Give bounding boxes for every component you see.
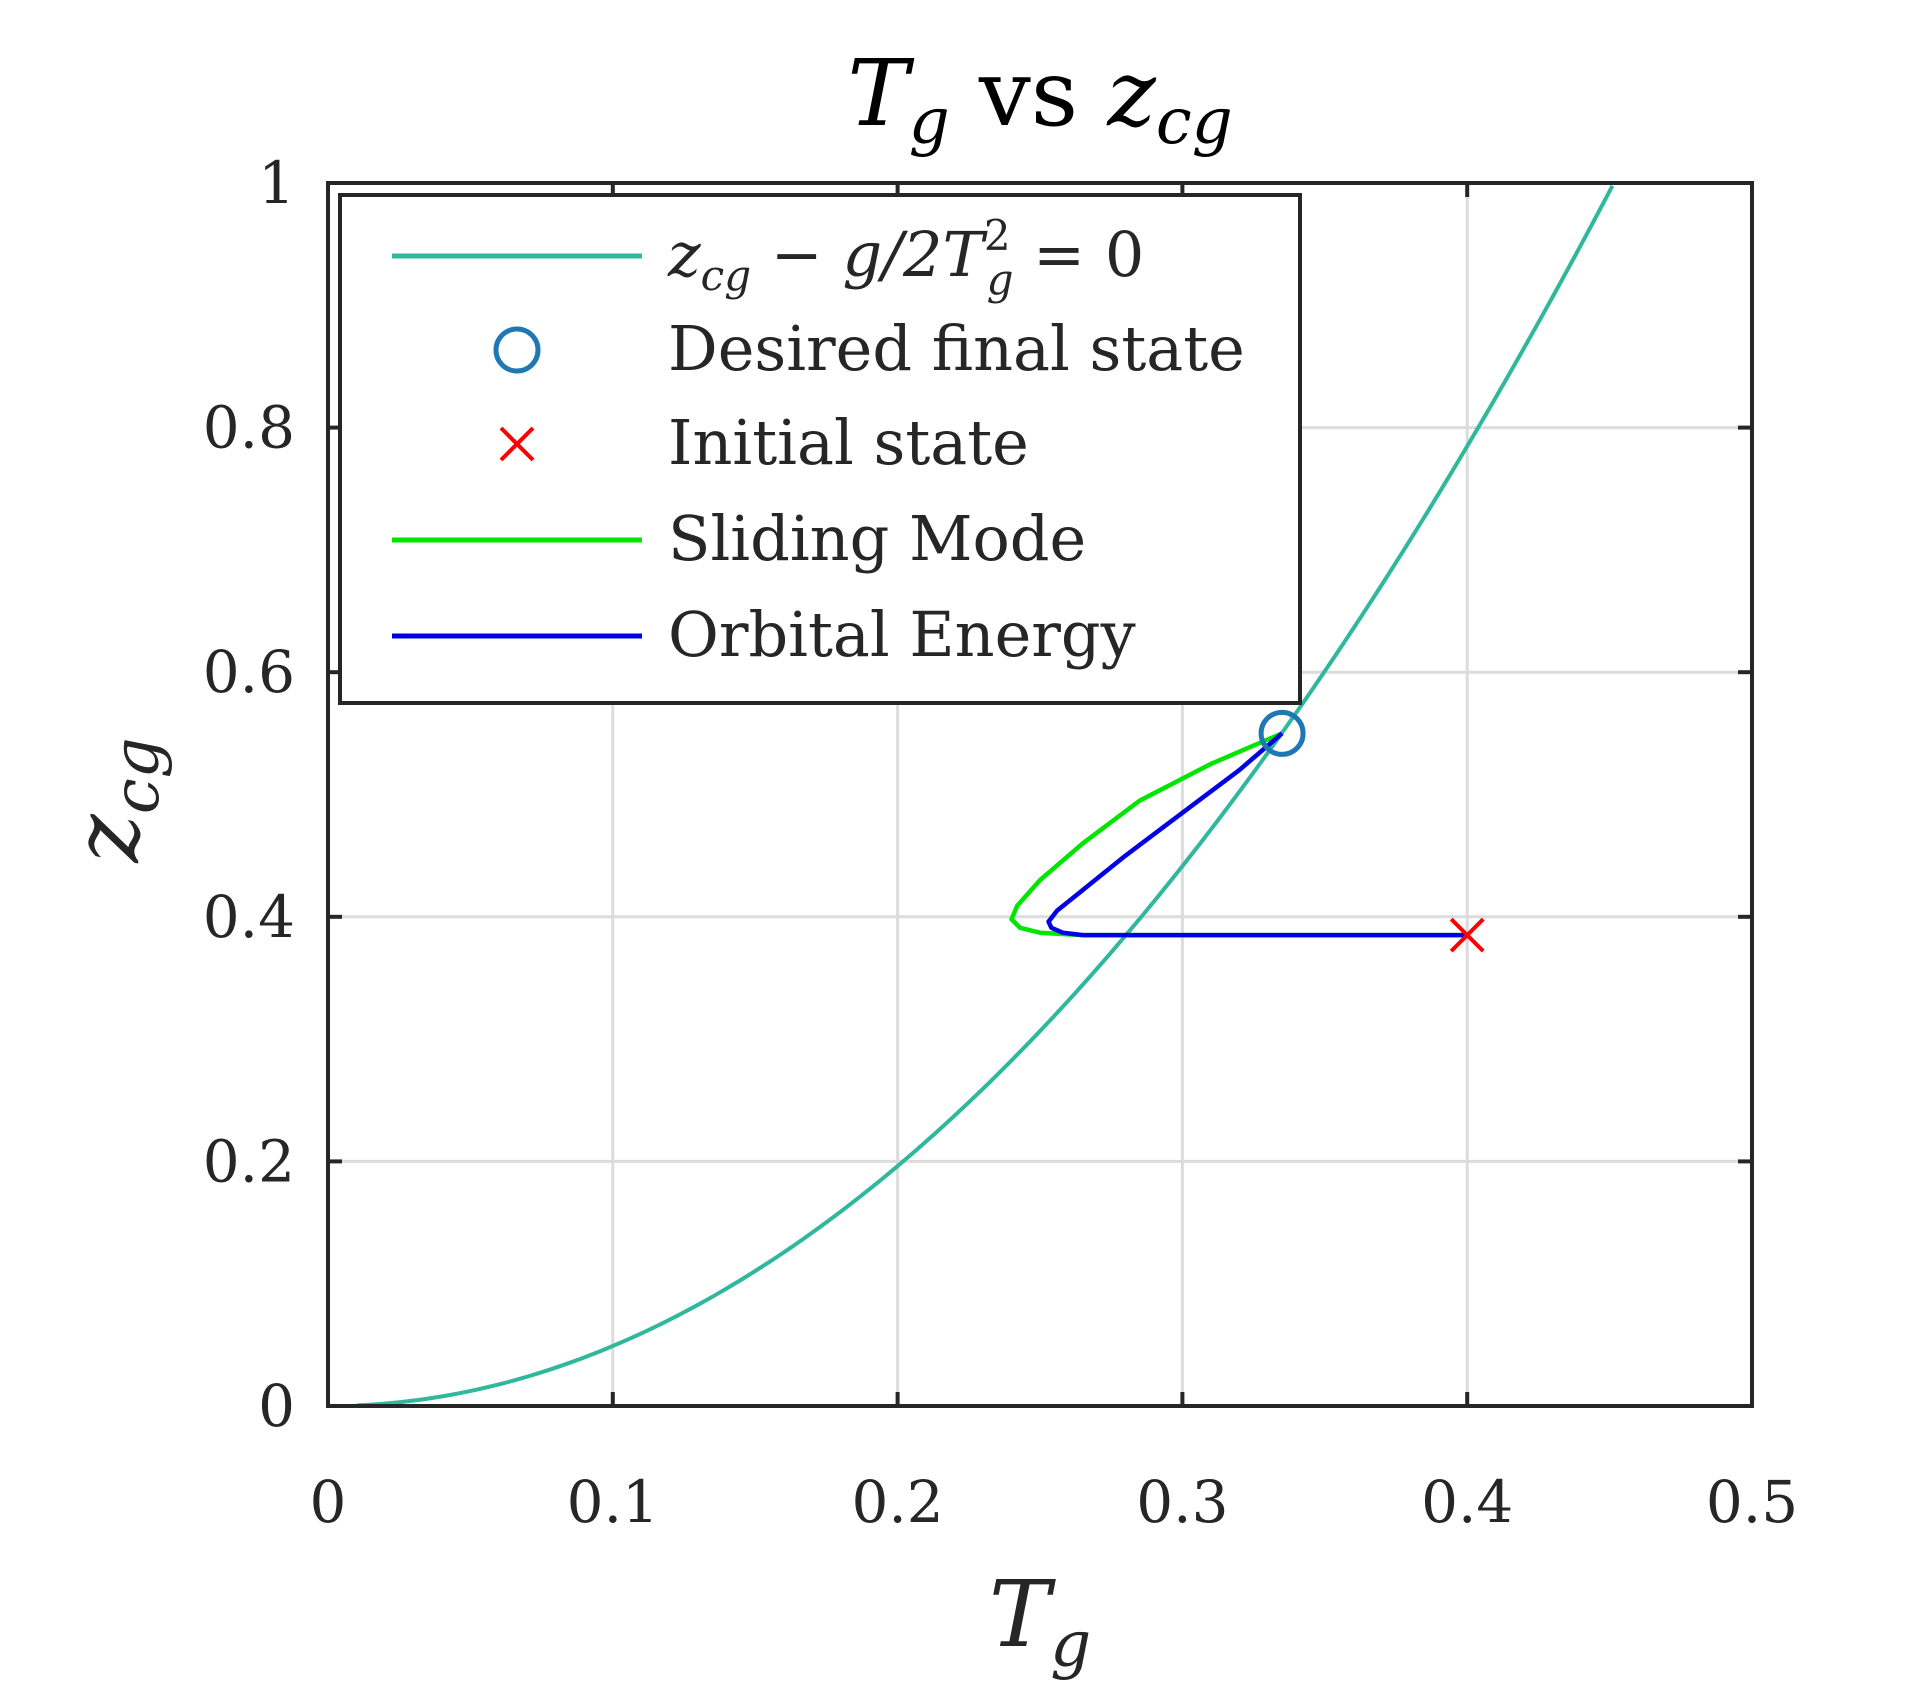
y-tick-label-1: 0.2 xyxy=(203,1127,295,1195)
title-var-sub: cg xyxy=(1156,85,1233,159)
y-axis-label: zcg xyxy=(53,737,174,863)
legend-item-2: Initial state xyxy=(499,406,1029,479)
x-tick-label-5: 0.5 xyxy=(1706,1468,1798,1536)
reference-curve xyxy=(356,184,1615,1406)
y-tick-label-3: 0.6 xyxy=(203,638,295,706)
y-tick-label-2: 0.4 xyxy=(203,883,295,951)
legend: zcg − g/2T2 g = 0 Desired final state Initi… xyxy=(338,193,1302,705)
y-axis-label-main: z xyxy=(53,814,160,864)
legend-item-3: Sliding Mode xyxy=(392,502,1086,575)
legend-label-2: Initial state xyxy=(668,406,1029,479)
legend-eq-b-sup: 2 xyxy=(984,211,1011,260)
y-tick-label-0: 0 xyxy=(258,1372,295,1440)
legend-swatch-2-b xyxy=(499,426,535,462)
legend-eq-a: z xyxy=(667,218,701,291)
title-var: z xyxy=(1106,40,1156,147)
series-line-orbital-energy xyxy=(1046,731,1468,938)
legend-eq-b-sub: g xyxy=(987,255,1014,304)
x-axis-label-sub: g xyxy=(1050,1608,1091,1682)
initial-state-marker xyxy=(1449,917,1485,953)
legend-eq-a-sub: cg xyxy=(701,251,751,300)
x-axis-label: Tg xyxy=(989,1561,1091,1682)
y-tick-label-4: 0.8 xyxy=(203,394,295,462)
legend-item-1: Desired final state xyxy=(493,312,1245,385)
legend-box xyxy=(338,193,1302,705)
x-tick-label-3: 0.3 xyxy=(1136,1468,1228,1536)
x-tick-label-2: 0.2 xyxy=(851,1468,943,1536)
chart-title: Tg vs zcg xyxy=(847,40,1232,159)
legend-label-4: Orbital Energy xyxy=(668,598,1136,671)
legend-eq-b: − g/2T xyxy=(751,218,988,291)
legend-label-3: Sliding Mode xyxy=(668,502,1086,575)
x-tick-label-4: 0.4 xyxy=(1421,1468,1513,1536)
x-tick-label-1: 0.1 xyxy=(567,1468,659,1536)
legend-label-0: zcg − g/2T2 g = 0 xyxy=(667,211,1144,304)
y-axis-label-sub: cg xyxy=(100,737,174,814)
legend-item-0: zcg − g/2T2 g = 0 xyxy=(392,211,1144,304)
legend-eq-c: = 0 xyxy=(1013,218,1144,291)
curve-group xyxy=(356,184,1615,1406)
axes-box xyxy=(326,181,1754,1408)
title-middle: vs xyxy=(950,40,1108,147)
title-main-sub: g xyxy=(909,85,950,159)
legend-label-1: Desired final state xyxy=(668,312,1245,385)
legend-swatch-1 xyxy=(493,326,541,374)
title-main: T xyxy=(847,40,914,147)
x-axis-label-main: T xyxy=(989,1561,1056,1668)
desired-final-state-marker xyxy=(1258,709,1306,757)
x-tick-label-0: 0 xyxy=(310,1468,347,1536)
y-tick-label-5: 1 xyxy=(258,149,295,217)
legend-item-4: Orbital Energy xyxy=(392,598,1136,671)
initial-state-cross-b xyxy=(1449,917,1485,953)
